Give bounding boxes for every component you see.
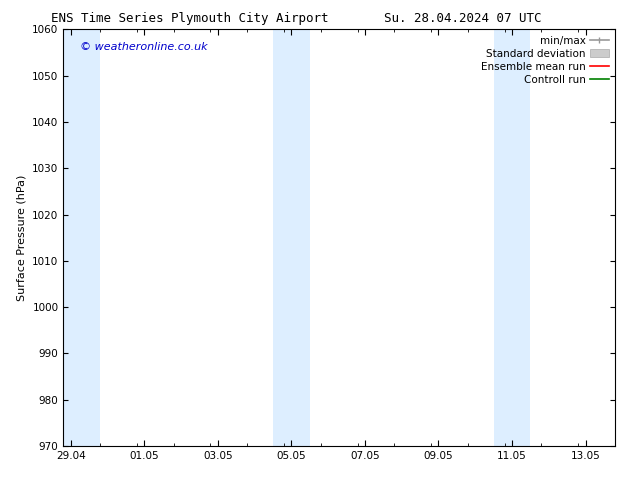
- Bar: [63, 29, 100, 446]
- Y-axis label: Surface Pressure (hPa): Surface Pressure (hPa): [16, 174, 27, 301]
- Bar: [494, 29, 531, 446]
- Text: ENS Time Series Plymouth City Airport: ENS Time Series Plymouth City Airport: [51, 12, 329, 25]
- Text: © weatheronline.co.uk: © weatheronline.co.uk: [80, 42, 207, 52]
- Text: Su. 28.04.2024 07 UTC: Su. 28.04.2024 07 UTC: [384, 12, 541, 25]
- Bar: [273, 29, 310, 446]
- Legend: min/max, Standard deviation, Ensemble mean run, Controll run: min/max, Standard deviation, Ensemble me…: [477, 31, 613, 89]
